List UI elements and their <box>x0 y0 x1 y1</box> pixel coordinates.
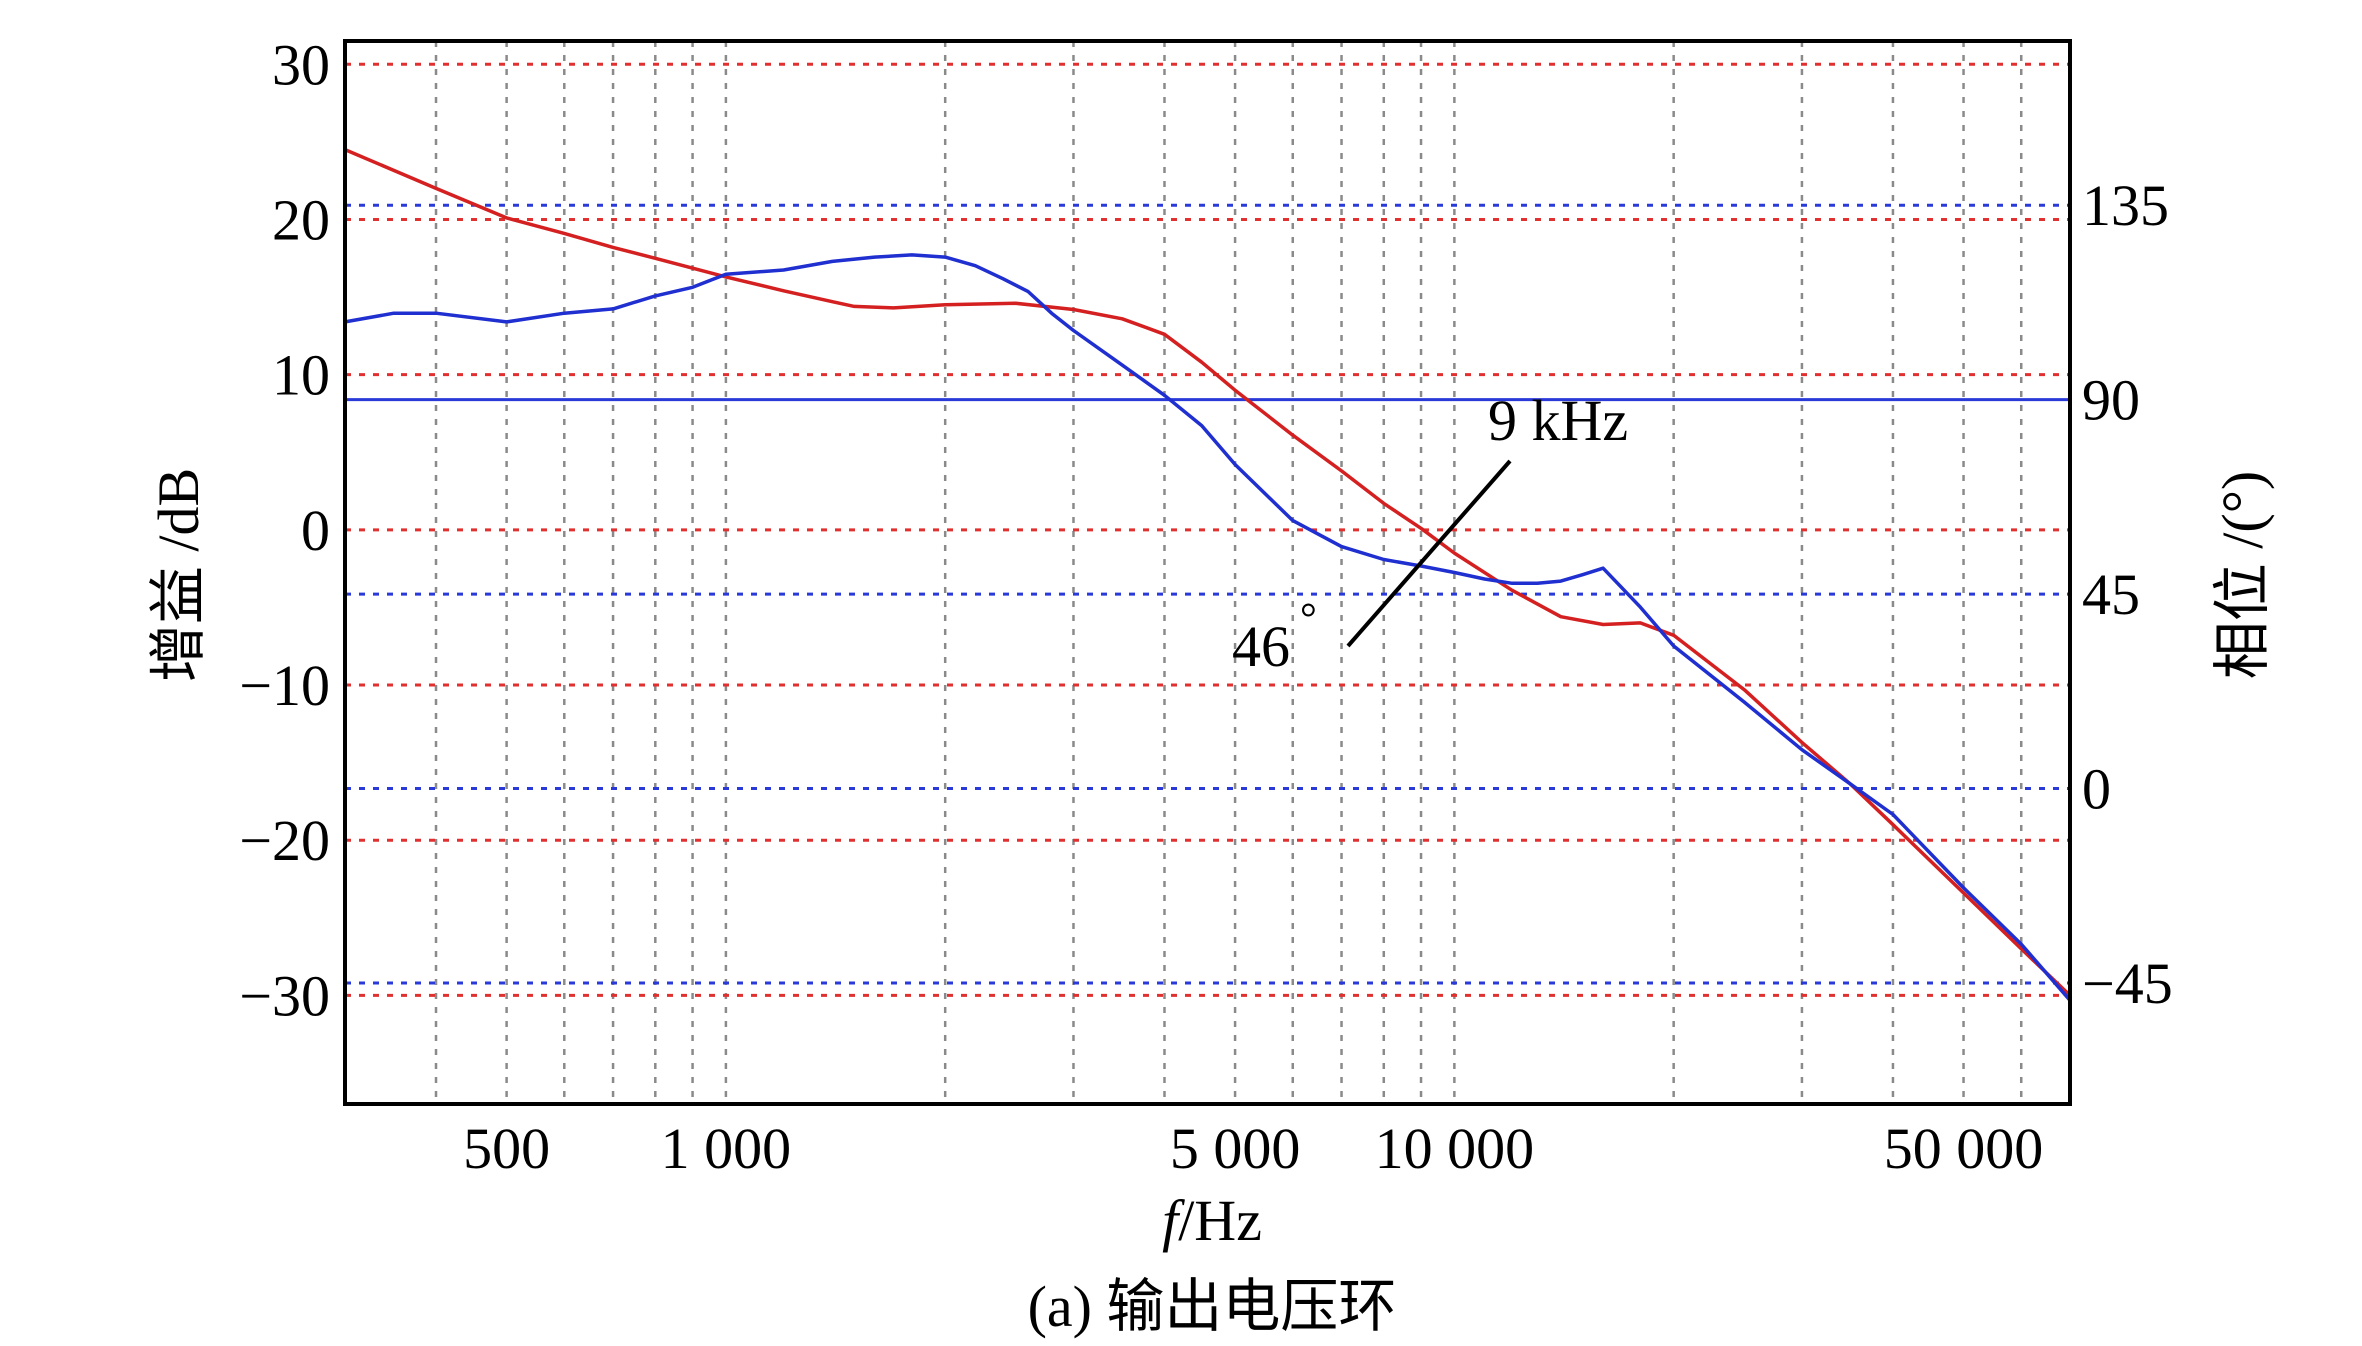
phase-series-line <box>344 253 2072 1002</box>
crossover-leader-line <box>1346 459 1512 648</box>
y-right-tick-label: 45 <box>2082 562 2140 627</box>
x-tick-label: 5 000 <box>1170 1116 1301 1181</box>
y-left-tick-labels: 30 20 10 0 −10 −20 −30 <box>239 32 330 1028</box>
y-right-tick-label: 0 <box>2082 757 2111 822</box>
plot-frame <box>343 39 2072 1106</box>
y-right-tick-label: 135 <box>2082 173 2169 238</box>
y-right-tick-label: 90 <box>2082 368 2140 433</box>
phase-margin-degree-mark: ° <box>1300 596 1317 642</box>
y-left-tick-label: 0 <box>301 498 330 563</box>
y-right-tick-labels: 135 90 45 0 −45 <box>2082 173 2173 1016</box>
x-axis-label: f/Hz <box>1162 1188 1262 1253</box>
y-left-tick-label: 10 <box>272 343 330 408</box>
x-tick-label: 50 000 <box>1884 1116 2044 1181</box>
y-left-axis-label: 增益 /dB <box>146 468 211 682</box>
y-left-tick-label: −20 <box>239 808 330 873</box>
crossover-frequency-annotation: 9 kHz <box>1488 388 1628 453</box>
y-left-tick-label: 30 <box>272 32 330 97</box>
x-tick-labels: 500 1 000 5 000 10 000 50 000 <box>463 1116 2043 1181</box>
y-left-tick-label: −30 <box>239 963 330 1028</box>
x-tick-label: 500 <box>463 1116 550 1181</box>
x-tick-label: 10 000 <box>1375 1116 1535 1181</box>
x-tick-label: 1 000 <box>661 1116 792 1181</box>
y-left-tick-label: 20 <box>272 187 330 252</box>
grid-lines <box>345 41 2070 1104</box>
figure-caption: (a) 输出电压环 <box>1028 1274 1397 1339</box>
y-right-tick-label: −45 <box>2082 951 2173 1016</box>
phase-margin-annotation: 46 <box>1232 614 1290 679</box>
series-group <box>344 147 2072 1002</box>
y-left-tick-label: −10 <box>239 653 330 718</box>
gain-series-line <box>344 147 2072 997</box>
y-right-axis-label: 相位 /(°) <box>2210 471 2275 679</box>
x-axis-label-unit: /Hz <box>1178 1188 1262 1253</box>
